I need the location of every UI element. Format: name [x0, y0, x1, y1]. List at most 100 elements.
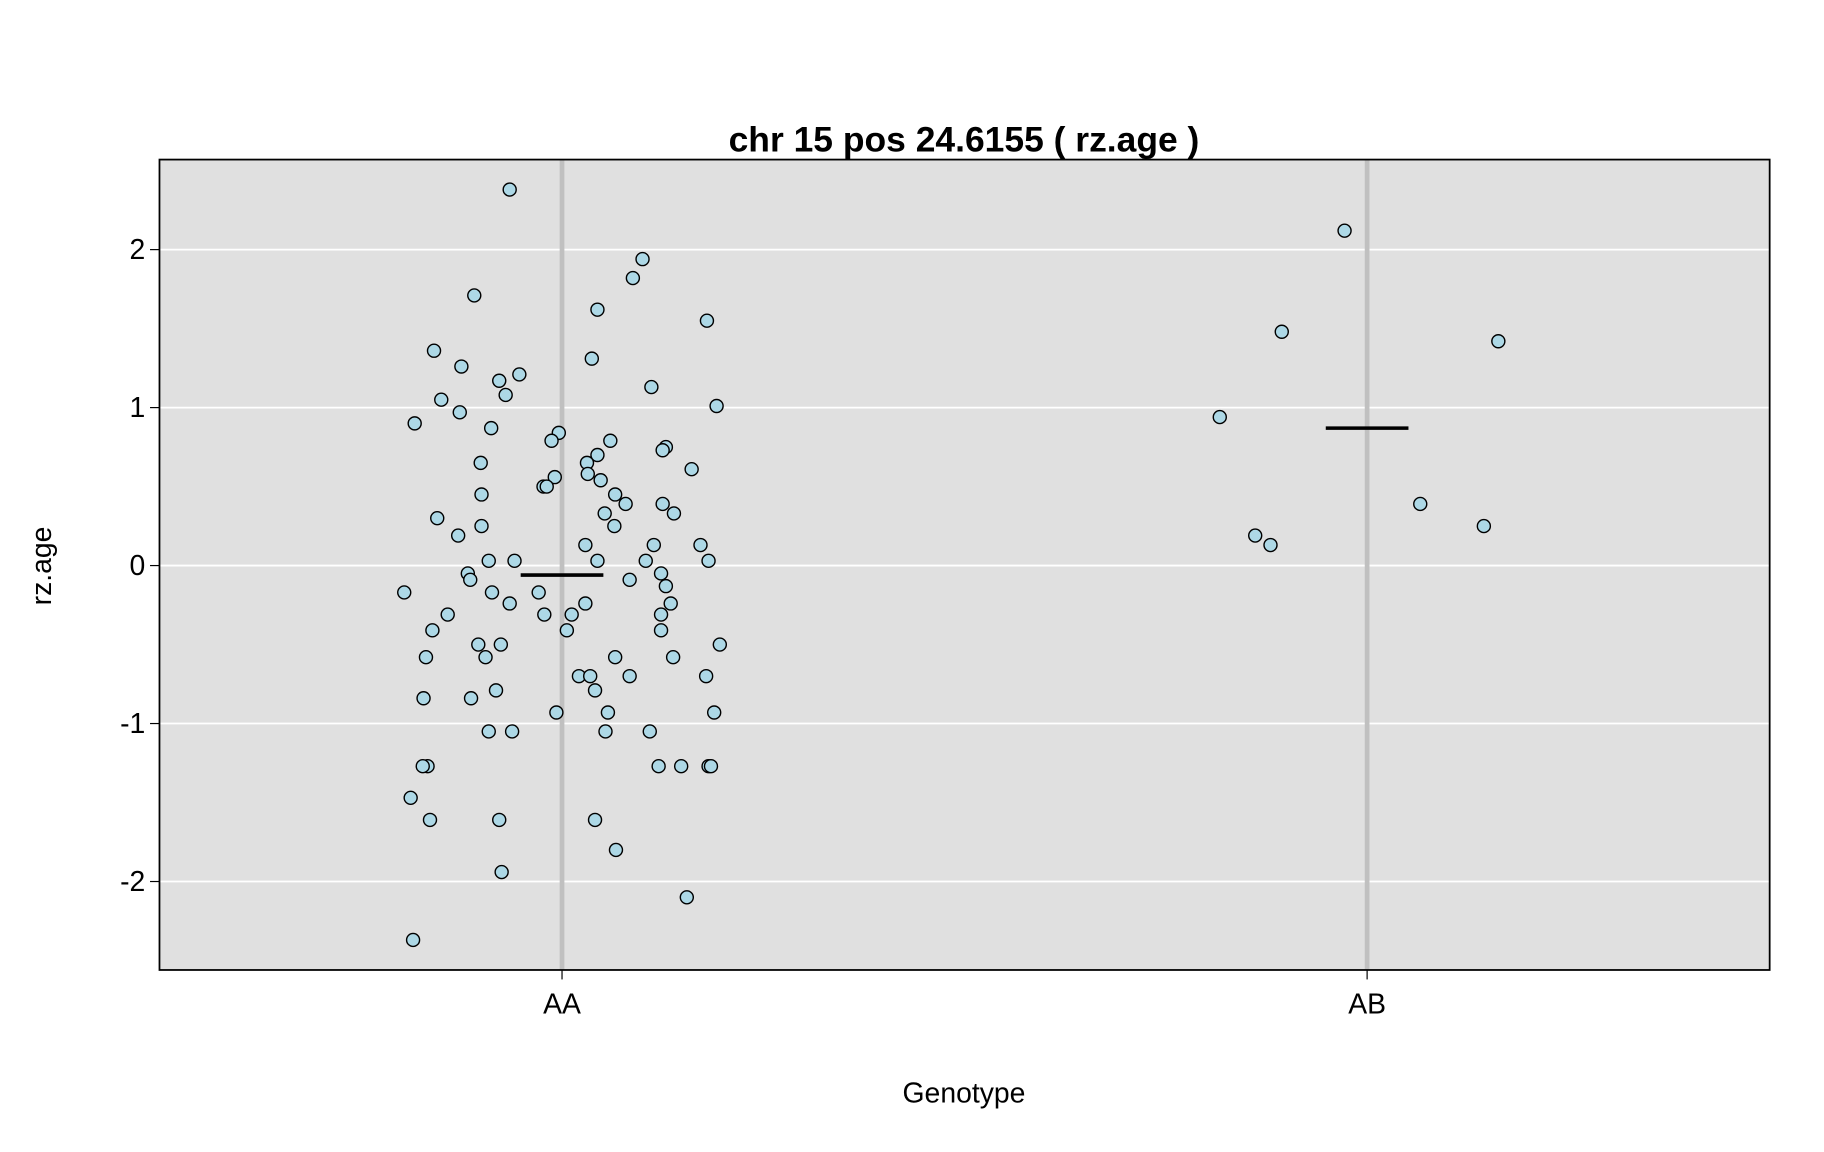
- point: [471, 637, 486, 652]
- point: [502, 596, 517, 611]
- point: [600, 705, 616, 720]
- point: [440, 607, 455, 622]
- point: [454, 359, 469, 374]
- point: [492, 373, 507, 388]
- point: [638, 553, 653, 569]
- point: [665, 649, 681, 665]
- point: [504, 724, 520, 739]
- point: [703, 758, 719, 774]
- point: [622, 668, 637, 684]
- point: [463, 691, 479, 706]
- point: [693, 537, 708, 553]
- point: [653, 623, 669, 638]
- y-tick-label: 0: [130, 550, 146, 582]
- point: [653, 566, 669, 581]
- point: [484, 585, 500, 600]
- point: [498, 387, 513, 403]
- point: [578, 596, 593, 611]
- point: [415, 758, 430, 774]
- point: [512, 367, 527, 382]
- point: [1413, 496, 1428, 512]
- point: [434, 392, 449, 407]
- point: [603, 433, 618, 448]
- point: [580, 466, 595, 482]
- point: [607, 649, 623, 665]
- point: [1491, 334, 1506, 349]
- point: [622, 572, 637, 587]
- point: [405, 932, 421, 948]
- point: [426, 343, 442, 358]
- point: [608, 842, 624, 858]
- point: [494, 864, 509, 880]
- point: [587, 812, 603, 828]
- point: [1212, 409, 1227, 425]
- point: [559, 623, 575, 638]
- point: [642, 724, 657, 739]
- point: [584, 351, 600, 366]
- point: [709, 398, 724, 414]
- point: [618, 496, 633, 512]
- point: [467, 288, 482, 303]
- point: [597, 506, 612, 521]
- x-axis-label: Genotype: [903, 1077, 1026, 1109]
- point: [590, 302, 605, 317]
- point: [651, 758, 666, 774]
- point: [418, 649, 434, 665]
- point: [473, 455, 488, 471]
- y-tick-label: 2: [130, 234, 146, 266]
- point: [625, 270, 641, 286]
- point: [450, 528, 466, 543]
- point: [658, 578, 674, 594]
- point: [539, 479, 554, 494]
- point: [547, 469, 562, 485]
- point: [397, 585, 412, 600]
- point: [635, 251, 650, 267]
- point: [531, 585, 546, 600]
- point: [507, 553, 522, 569]
- point: [653, 607, 669, 622]
- point: [478, 649, 493, 665]
- point: [502, 182, 517, 197]
- point: [684, 461, 699, 477]
- point: [481, 553, 496, 569]
- point: [549, 705, 564, 720]
- point: [430, 510, 445, 526]
- point: [474, 518, 489, 534]
- point: [463, 572, 478, 587]
- point: [564, 607, 579, 622]
- point: [607, 518, 622, 534]
- y-tick-label: -1: [120, 708, 145, 740]
- point: [679, 890, 695, 905]
- point: [481, 724, 496, 739]
- point: [422, 812, 438, 828]
- point: [666, 506, 682, 521]
- y-axis-label: rz.age: [26, 527, 58, 606]
- point: [590, 447, 605, 463]
- plot-frame: [158, 158, 1771, 971]
- point: [407, 416, 422, 431]
- point: [655, 496, 670, 512]
- point: [712, 637, 728, 652]
- point: [578, 537, 593, 553]
- point: [403, 790, 418, 805]
- point: [598, 724, 613, 739]
- x-tick-label: AB: [1348, 989, 1386, 1021]
- point: [425, 623, 440, 638]
- point: [483, 420, 499, 436]
- y-tick-label: -2: [120, 866, 145, 898]
- point: [493, 637, 509, 652]
- point: [492, 812, 507, 828]
- point: [1248, 528, 1263, 543]
- point: [416, 691, 431, 706]
- point: [593, 473, 608, 488]
- point: [655, 443, 670, 458]
- point: [1476, 518, 1492, 534]
- point: [701, 553, 716, 569]
- x-tick-label: AA: [543, 989, 581, 1021]
- point: [537, 607, 552, 622]
- point: [590, 553, 605, 569]
- point: [452, 405, 467, 420]
- point: [698, 668, 714, 684]
- point: [587, 683, 603, 698]
